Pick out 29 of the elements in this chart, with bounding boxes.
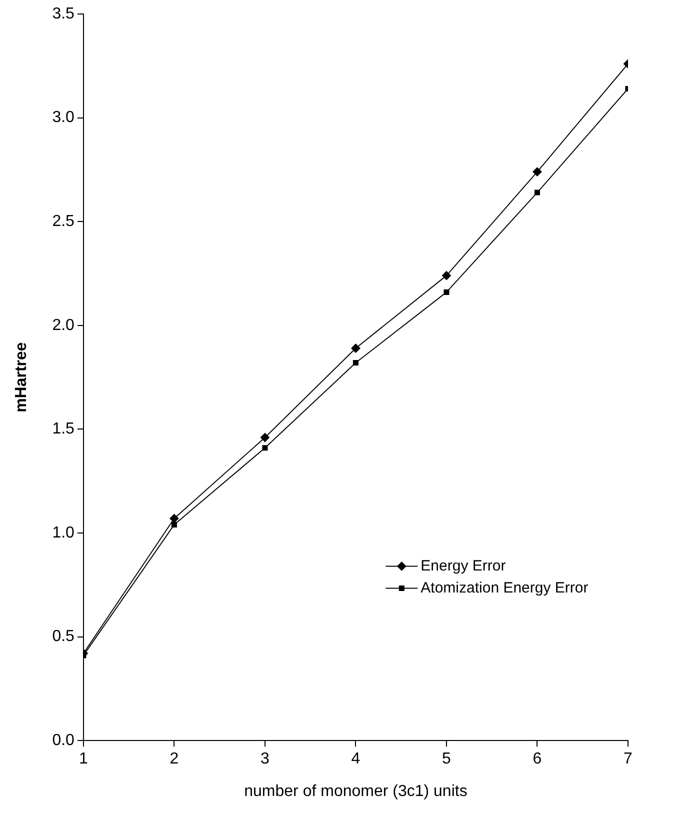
point (262, 445, 268, 451)
x-tick-label: 2 (170, 750, 179, 768)
x-axis-title: number of monomer (3c1) units (244, 782, 468, 800)
y-tick-label: 2.0 (52, 316, 75, 334)
y-tick-label: 3.0 (52, 109, 75, 126)
point (532, 167, 542, 176)
y-tick-label: 1.5 (52, 420, 75, 438)
point (171, 522, 177, 528)
point (534, 190, 540, 196)
point (351, 344, 360, 353)
x-tick-label: 3 (260, 750, 270, 768)
x-tick-label: 5 (442, 750, 452, 768)
x-tick-label: 4 (351, 750, 360, 768)
x-tick-label: 7 (624, 750, 633, 768)
point (442, 271, 451, 280)
point (260, 433, 270, 442)
x-tick-label: 6 (532, 750, 542, 768)
legend-label: Atomization Energy Error (420, 579, 588, 596)
y-tick-label: 0.5 (52, 628, 75, 646)
y-axis-title: mHartree (13, 342, 30, 412)
x-tick-label: 1 (78, 750, 88, 768)
y-tick-label: 0.0 (52, 732, 75, 750)
point (444, 289, 450, 295)
point (170, 514, 179, 523)
y-tick-label: 2.5 (52, 213, 75, 230)
y-tick-label: 3.5 (52, 5, 75, 22)
point (352, 360, 358, 366)
y-tick-label: 1.0 (52, 524, 75, 542)
legend-label: Energy Error (420, 557, 506, 574)
